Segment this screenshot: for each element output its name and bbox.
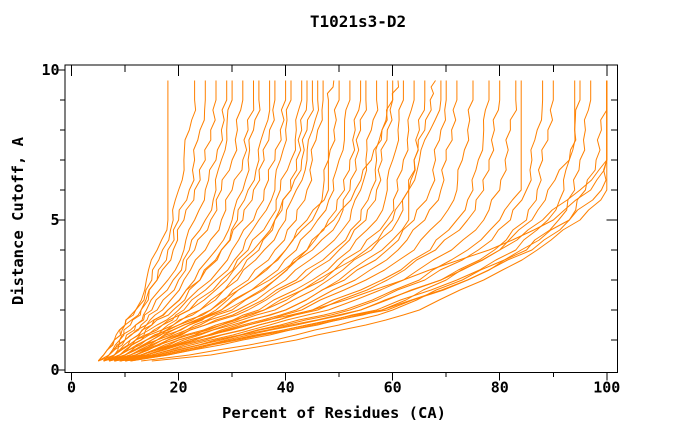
y-tick-label: 5 — [50, 211, 59, 229]
model-curve — [114, 80, 501, 362]
model-curve — [151, 80, 608, 362]
model-curve — [114, 80, 447, 362]
model-curve — [130, 80, 592, 362]
model-curve — [108, 80, 394, 362]
model-curve — [108, 80, 399, 362]
model-curve — [119, 80, 544, 362]
model-curve — [108, 80, 351, 362]
x-tick-label: 100 — [593, 379, 620, 397]
model-curve — [108, 80, 415, 362]
curve-lines-group — [97, 80, 608, 362]
y-tick-label: 0 — [50, 361, 59, 379]
model-curve — [98, 80, 276, 362]
model-curve — [108, 80, 379, 362]
model-curve — [119, 80, 490, 362]
model-curve — [103, 80, 367, 362]
model-curve — [98, 80, 314, 362]
chart-title: T1021s3-D2 — [310, 12, 406, 31]
model-curve — [119, 80, 442, 362]
axis-frame-group — [64, 64, 618, 373]
model-curve — [103, 80, 340, 362]
x-tick-label: 0 — [67, 379, 76, 397]
plot-frame — [64, 64, 618, 373]
model-curve — [108, 80, 292, 362]
model-curve — [97, 80, 217, 362]
model-curve — [114, 80, 474, 362]
axis-ticks-group — [57, 65, 618, 381]
x-tick-label: 80 — [491, 379, 509, 397]
y-tick-label: 10 — [41, 61, 59, 79]
model-curve — [124, 80, 608, 362]
model-curve — [119, 80, 517, 362]
x-axis-label: Percent of Residues (CA) — [222, 404, 446, 422]
x-tick-label: 60 — [384, 379, 402, 397]
x-tick-label: 40 — [277, 379, 295, 397]
model-curve — [103, 80, 303, 362]
tick-labels-group: 0 20 40 60 80 100 0 5 10 — [41, 61, 620, 397]
y-axis-label: Distance Cutoff, A — [9, 136, 27, 305]
x-tick-label: 20 — [170, 379, 188, 397]
model-curve — [103, 80, 228, 362]
model-curve — [124, 80, 554, 362]
model-curve — [119, 80, 577, 362]
